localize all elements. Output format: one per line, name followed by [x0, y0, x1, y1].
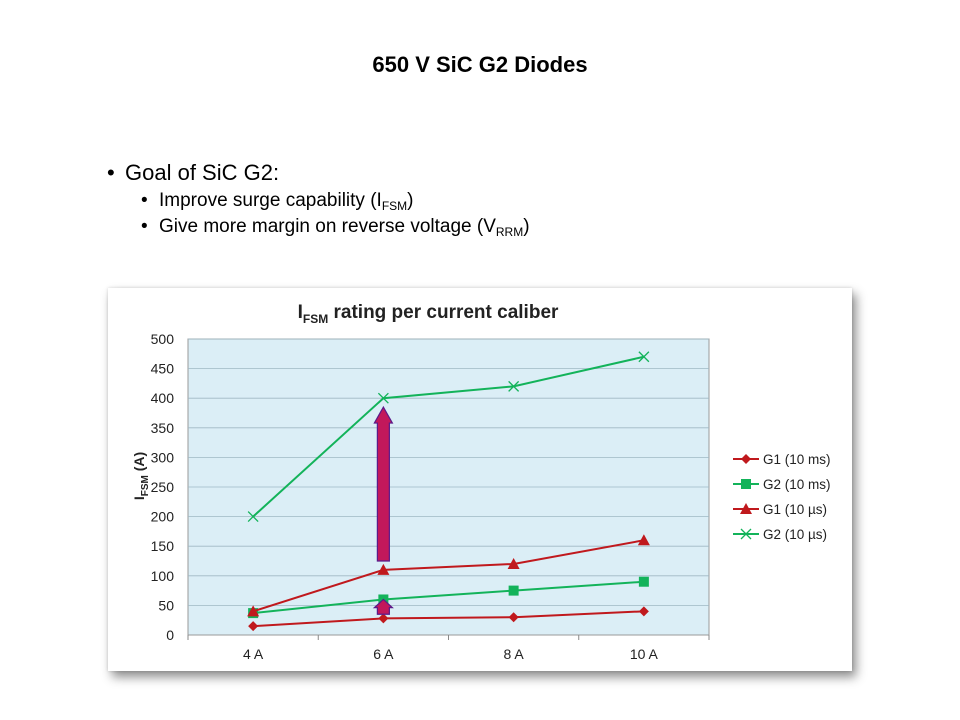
data-point — [508, 612, 519, 623]
legend-label: G1 (10 ms) — [763, 452, 831, 467]
data-point — [637, 534, 650, 546]
y-tick-label: 400 — [151, 390, 175, 406]
y-tick-label: 350 — [151, 420, 175, 436]
chart-title: IFSM rating per current caliber — [298, 302, 559, 326]
x-tick-label: 8 A — [504, 646, 525, 662]
bullet-sub-voltage-subscript: RRM — [495, 225, 524, 239]
data-point — [247, 511, 259, 523]
bullet-main: • Goal of SiC G2: — [107, 158, 530, 188]
y-tick-label: 200 — [151, 509, 175, 525]
y-tick-label: 150 — [151, 538, 175, 554]
x-tick-label: 6 A — [373, 646, 394, 662]
data-point — [508, 585, 519, 596]
legend-marker — [740, 503, 752, 514]
bullet-list: • Goal of SiC G2: • Improve surge capabili… — [107, 158, 530, 240]
y-tick-label: 0 — [166, 627, 174, 643]
bullet-sub-voltage-end: ) — [523, 216, 530, 237]
bullet-sub-surge-subscript: FSM — [381, 199, 408, 213]
slide-title: 650 V SiC G2 Diodes — [372, 52, 588, 77]
y-tick-label: 100 — [151, 568, 175, 584]
legend-marker — [741, 479, 751, 489]
y-tick-label: 50 — [158, 597, 174, 613]
data-point — [247, 605, 260, 617]
data-point — [638, 351, 650, 363]
bullet-dot: • — [141, 216, 148, 237]
y-tick-label: 500 — [151, 331, 175, 347]
x-tick-label: 10 A — [630, 646, 659, 662]
x-tick-label: 4 A — [243, 646, 264, 662]
bullet-dot: • — [141, 190, 148, 211]
bullet-main-text: Goal of SiC G2: — [125, 160, 280, 185]
series-line-1 — [253, 610, 644, 628]
bullet-sub-voltage: • Give more margin on reverse voltage (VR… — [141, 214, 530, 240]
legend-marker — [741, 454, 751, 464]
bullet-sub-voltage-text: Give more margin on reverse voltage (V — [159, 216, 496, 237]
data-point — [638, 606, 649, 617]
data-point — [507, 557, 520, 569]
annotation-arrow-2 — [372, 598, 394, 615]
bullet-sub-surge-end: ) — [407, 190, 414, 211]
data-point — [248, 621, 259, 632]
bullet-sub-surge-text: Improve surge capability (I — [159, 190, 382, 211]
y-tick-label: 250 — [151, 479, 175, 495]
series-line-2 — [253, 580, 644, 615]
y-axis-label: IFSM (A) — [131, 452, 151, 500]
y-tick-label: 300 — [151, 449, 175, 465]
series-line-3 — [252, 539, 645, 613]
annotation-arrow-1 — [373, 405, 394, 562]
legend-label: G2 (10 µs) — [763, 527, 827, 542]
legend-label: G2 (10 ms) — [763, 477, 831, 492]
data-point — [638, 576, 649, 587]
ifsm-chart: IFSM rating per current caliber IFSM (A)… — [131, 302, 831, 662]
series-line-4 — [252, 355, 645, 518]
legend-label: G1 (10 µs) — [763, 502, 827, 517]
bullet-sub-surge: • Improve surge capability (IFSM) — [141, 188, 530, 214]
data-point — [378, 613, 389, 624]
data-point — [377, 563, 390, 575]
bullet-dot: • — [107, 160, 115, 185]
legend-marker — [740, 528, 752, 540]
data-point — [508, 380, 520, 392]
y-tick-label: 450 — [151, 361, 175, 377]
data-point — [377, 392, 389, 404]
chart-panel: IFSM rating per current caliber IFSM (A)… — [108, 288, 852, 671]
